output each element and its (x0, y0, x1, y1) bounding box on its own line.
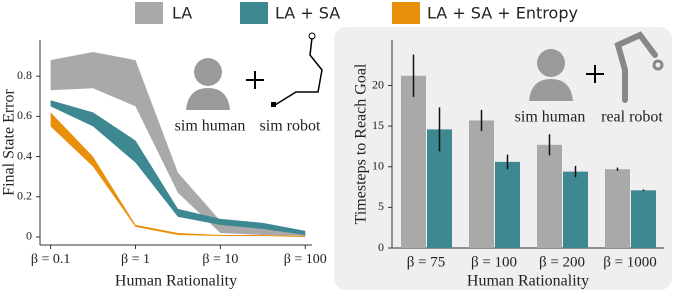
plus-sign (246, 71, 264, 89)
y-tick-label: 0.4 (17, 148, 32, 162)
x-axis-label: Human Rationality (115, 273, 237, 290)
y-tick-label: 15 (372, 118, 384, 132)
x-axis-label: Human Rationality (467, 273, 589, 290)
bar (631, 190, 656, 248)
bar (537, 144, 562, 248)
y-tick-label: 10 (372, 159, 384, 173)
error-band (50, 112, 306, 237)
x-tick-label: β = 200 (539, 254, 585, 270)
annotation: sim robot (260, 118, 321, 135)
error-band (50, 52, 306, 236)
y-axis-label: Final State Error (1, 89, 18, 196)
y-tick-label: 20 (372, 77, 384, 91)
bar (469, 120, 494, 248)
robot-arm-icon (614, 31, 664, 103)
annotation: real robot (601, 109, 663, 126)
robot-start (271, 102, 276, 107)
legend-swatch (135, 2, 163, 24)
bar (495, 161, 520, 248)
x-tick-label: β = 10 (202, 252, 238, 267)
robot-goal (308, 32, 316, 40)
legend-swatch (392, 2, 420, 24)
annotation: sim human (515, 109, 586, 126)
legend-label: LA + SA + Entropy (427, 4, 578, 23)
annotation: sim human (175, 118, 246, 135)
y-tick-label: 0.2 (17, 189, 32, 203)
legend-label: LA + SA (275, 4, 340, 23)
y-tick-label: 5 (378, 199, 384, 213)
bar (605, 169, 630, 248)
y-tick-label: 0 (378, 240, 384, 254)
robot-path (274, 37, 323, 106)
y-tick-label: 0.8 (17, 68, 32, 82)
bar (563, 171, 588, 248)
x-tick-label: β = 1000 (603, 254, 657, 270)
legend-swatch (240, 2, 268, 24)
person-icon (529, 49, 573, 101)
legend-label: LA (172, 4, 192, 23)
y-tick-label: 0.6 (17, 108, 32, 122)
error-band (50, 100, 306, 235)
x-tick-label: β = 75 (407, 254, 446, 270)
x-tick-label: β = 1 (121, 252, 150, 267)
x-tick-label: β = 100 (471, 254, 517, 270)
y-axis-label: Timesteps to Reach Goal (353, 63, 370, 224)
x-tick-label: β = 0.1 (31, 252, 71, 267)
y-tick-label: 0 (26, 229, 32, 243)
plus-sign (586, 65, 604, 83)
x-tick-label: β = 100 (284, 252, 327, 267)
person-icon (186, 58, 230, 110)
bar (401, 75, 426, 248)
